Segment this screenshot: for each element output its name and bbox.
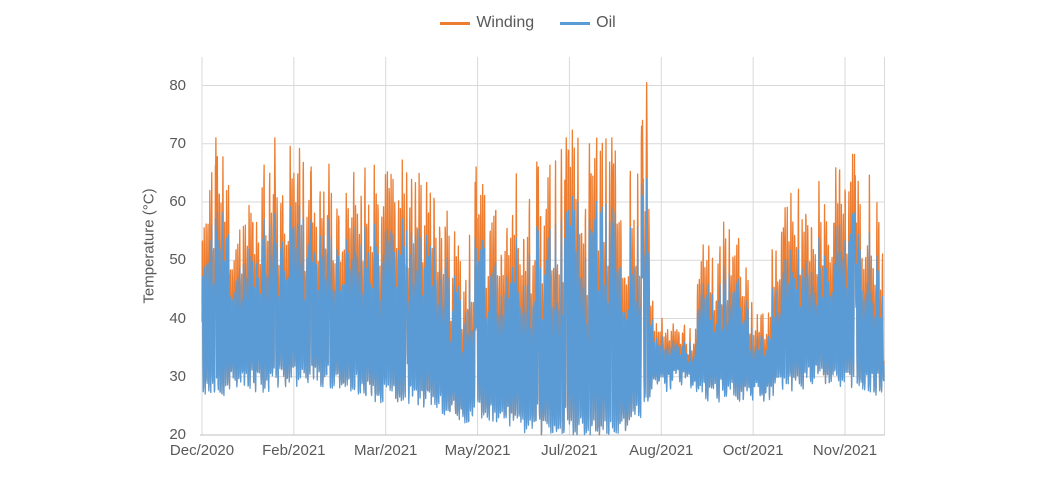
y-tick-label: 60 — [169, 193, 186, 210]
x-tick-label: Jul/2021 — [541, 442, 598, 459]
x-tick-label: Oct/2021 — [722, 442, 784, 459]
y-tick-label: 70 — [169, 134, 186, 152]
y-tick-label: 80 — [169, 76, 186, 94]
legend-label-winding: Winding — [476, 14, 535, 31]
y-tick-label: 50 — [169, 251, 186, 269]
x-tick-label: Feb/2021 — [262, 442, 326, 459]
x-tick-label: Mar/2021 — [354, 442, 418, 459]
x-tick-label: Dec/2020 — [169, 442, 235, 459]
oil-line-swatch-icon — [560, 21, 591, 25]
x-tick-label: May/2021 — [444, 442, 511, 459]
x-tick-label: Aug/2021 — [629, 442, 694, 459]
y-tick-label: 40 — [169, 309, 186, 327]
oil-series-line — [201, 178, 885, 436]
x-tick-label: Nov/2021 — [812, 442, 878, 459]
y-tick-label: 20 — [169, 426, 186, 443]
legend-label-oil: Oil — [596, 14, 616, 31]
chart-legend: Winding Oil — [0, 12, 1056, 34]
y-tick-label: 30 — [169, 367, 186, 385]
winding-line-swatch-icon — [440, 21, 471, 25]
legend-item-oil: Oil — [560, 14, 616, 32]
legend-item-winding: Winding — [440, 14, 534, 32]
